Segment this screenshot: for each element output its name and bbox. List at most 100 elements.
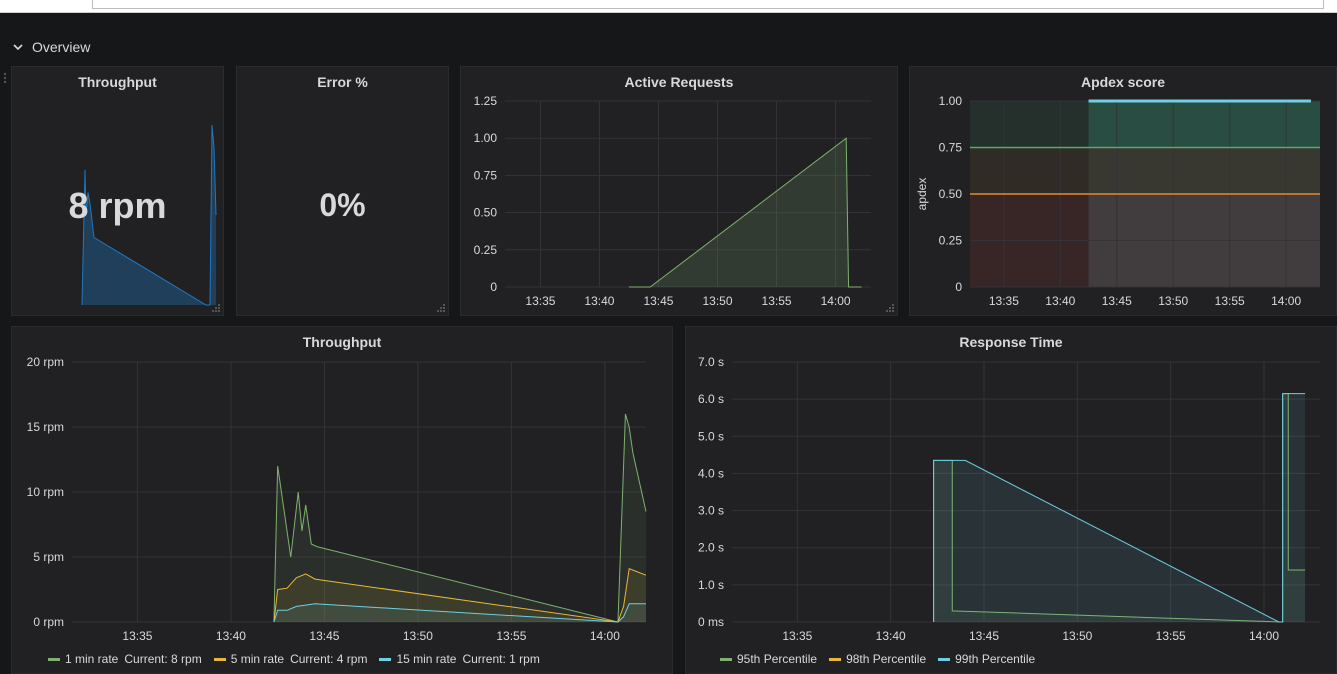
chevron-down-icon <box>13 44 23 51</box>
resize-handle-icon[interactable] <box>885 303 895 313</box>
zone-fair-right <box>1088 147 1320 194</box>
y-tick-label: 20 rpm <box>27 355 64 369</box>
legend-item-98th[interactable]: 98th Percentile <box>829 652 926 666</box>
throughput-series-area <box>273 414 646 622</box>
legend-current: Current: 1 rpm <box>462 652 540 666</box>
y-tick-label: 0 ms <box>698 615 724 629</box>
legend-swatch <box>213 657 226 661</box>
active-requests-series-line <box>628 137 862 288</box>
y-tick-label: 5 rpm <box>33 550 64 564</box>
y-tick-label: 6.0 s <box>698 392 724 406</box>
browser-address-field[interactable] <box>92 0 1324 9</box>
panel-throughput-graph[interactable]: Throughput 0 rpm 5 rpm 10 rpm 15 rpm 20 rpm 1… <box>11 326 673 674</box>
y-tick-label: 0.25 <box>939 234 963 248</box>
response-time-series-line <box>933 393 1306 623</box>
panel-title: Active Requests <box>624 74 734 90</box>
x-tick-label: 13:35 <box>525 294 555 308</box>
x-tick-label: 13:35 <box>782 629 812 643</box>
panel-throughput-stat[interactable]: Throughput 8 rpm <box>11 66 224 316</box>
active-requests-chart: 0 0.25 0.50 0.75 1.00 1.25 13:35 13:40 13:45 13:5… <box>474 94 871 308</box>
response-time-chart: 0 ms 1.0 s 2.0 s 3.0 s 4.0 s 5.0 s 6.0 s 7.0 s 1… <box>698 355 1320 643</box>
y-tick-label: 0.75 <box>474 168 498 182</box>
y-tick-label: 2.0 s <box>698 541 724 555</box>
y-tick-label: 5.0 s <box>698 429 724 443</box>
x-tick-label: 13:40 <box>876 629 906 643</box>
panel-active-requests[interactable]: Active Requests 0 0.25 0.50 0.75 1.00 1.25 13:… <box>460 66 898 316</box>
chart-legend: 95th Percentile 98th Percentile 99th Per… <box>720 652 1047 666</box>
x-tick-label: 13:50 <box>703 294 733 308</box>
x-tick-label: 14:00 <box>1249 629 1279 643</box>
x-tick-label: 13:55 <box>762 294 792 308</box>
panel-title: Apdex score <box>1080 74 1166 90</box>
legend-swatch <box>720 657 732 661</box>
resize-handle-icon[interactable] <box>436 303 446 313</box>
x-tick-label: 13:40 <box>584 294 614 308</box>
legend-item-5min[interactable]: 5 min rate Current: 4 rpm <box>213 652 368 666</box>
legend-swatch <box>829 657 842 661</box>
chart-legend: 1 min rate Current: 8 rpm 5 min rate Cur… <box>48 652 552 666</box>
x-tick-label: 13:55 <box>496 629 526 643</box>
row-title: Overview <box>32 39 91 55</box>
legend-swatch <box>379 657 392 661</box>
resize-handle-icon[interactable] <box>211 303 221 313</box>
x-tick-label: 13:45 <box>969 629 999 643</box>
apdex-chart: 0 0.25 0.50 0.75 1.00 13:35 13:40 13:45 13:50 13:… <box>915 94 1320 308</box>
x-tick-label: 13:40 <box>1045 294 1075 308</box>
x-tick-label: 14:00 <box>821 294 851 308</box>
panel-apdex-score[interactable]: Apdex score 0 0.25 0.50 0.75 1.00 13:35 13:40 1… <box>909 66 1337 316</box>
y-tick-label: 1.25 <box>474 94 498 108</box>
y-tick-label: 0.25 <box>474 243 498 257</box>
sparkline-chart <box>81 124 217 306</box>
throughput-series-line <box>273 413 647 623</box>
x-tick-label: 13:45 <box>1102 294 1132 308</box>
throughput-series-line <box>273 568 647 623</box>
legend-item-95th[interactable]: 95th Percentile <box>720 652 817 666</box>
x-tick-label: 14:00 <box>590 629 620 643</box>
y-tick-label: 0 rpm <box>33 615 64 629</box>
throughput-series-line <box>273 603 646 623</box>
y-tick-label: 1.00 <box>474 131 498 145</box>
y-tick-label: 1.0 s <box>698 578 724 592</box>
x-tick-label: 13:55 <box>1215 294 1245 308</box>
sparkline-area <box>82 125 216 305</box>
browser-top-bar <box>0 0 1337 13</box>
y-tick-label: 0 <box>955 280 962 294</box>
y-axis-label: apdex <box>915 178 929 211</box>
y-tick-label: 0 <box>490 280 497 294</box>
y-tick-label: 10 rpm <box>27 485 64 499</box>
sparkline-line <box>81 124 217 306</box>
y-tick-label: 1.00 <box>939 94 963 108</box>
x-tick-label: 13:50 <box>1158 294 1188 308</box>
legend-label: 95th Percentile <box>737 652 818 666</box>
zone-good-left <box>970 101 1089 148</box>
legend-item-99th[interactable]: 99th Percentile <box>938 652 1035 666</box>
x-tick-label: 13:35 <box>989 294 1019 308</box>
x-tick-label: 13:40 <box>216 629 246 643</box>
panel-title: Error % <box>317 74 368 90</box>
y-tick-label: 0.75 <box>939 141 963 155</box>
zone-fair-left <box>970 147 1089 194</box>
throughput-chart: 0 rpm 5 rpm 10 rpm 15 rpm 20 rpm 13:35 13:40 13… <box>27 355 647 643</box>
panel-title: Throughput <box>302 334 382 350</box>
throughput-series-area <box>273 568 646 622</box>
x-tick-label: 13:35 <box>122 629 152 643</box>
x-tick-label: 13:45 <box>309 629 339 643</box>
row-toggle-overview[interactable]: Overview <box>12 38 90 56</box>
active-requests-series-area <box>628 138 862 287</box>
y-tick-label: 0.50 <box>474 206 498 220</box>
legend-current: Current: 4 rpm <box>290 652 368 666</box>
legend-item-15min[interactable]: 15 min rate Current: 1 rpm <box>379 652 540 666</box>
y-tick-label: 4.0 s <box>698 466 724 480</box>
y-tick-label: 7.0 s <box>698 355 724 369</box>
legend-label: 5 min rate <box>230 652 285 666</box>
y-tick-label: 15 rpm <box>27 420 64 434</box>
zone-good-right <box>1088 101 1320 148</box>
legend-item-1min[interactable]: 1 min rate Current: 8 rpm <box>48 652 202 666</box>
panel-error-rate[interactable]: Error % 0% <box>236 66 449 316</box>
y-tick-label: 0.50 <box>939 187 963 201</box>
legend-current: Current: 8 rpm <box>124 652 202 666</box>
panel-response-time[interactable]: Response Time 0 ms 1.0 s 2.0 s 3.0 s 4.0 s 5.… <box>685 326 1337 674</box>
drag-handle-icon[interactable] <box>3 72 7 88</box>
x-tick-label: 13:45 <box>643 294 673 308</box>
legend-label: 98th Percentile <box>846 652 927 666</box>
